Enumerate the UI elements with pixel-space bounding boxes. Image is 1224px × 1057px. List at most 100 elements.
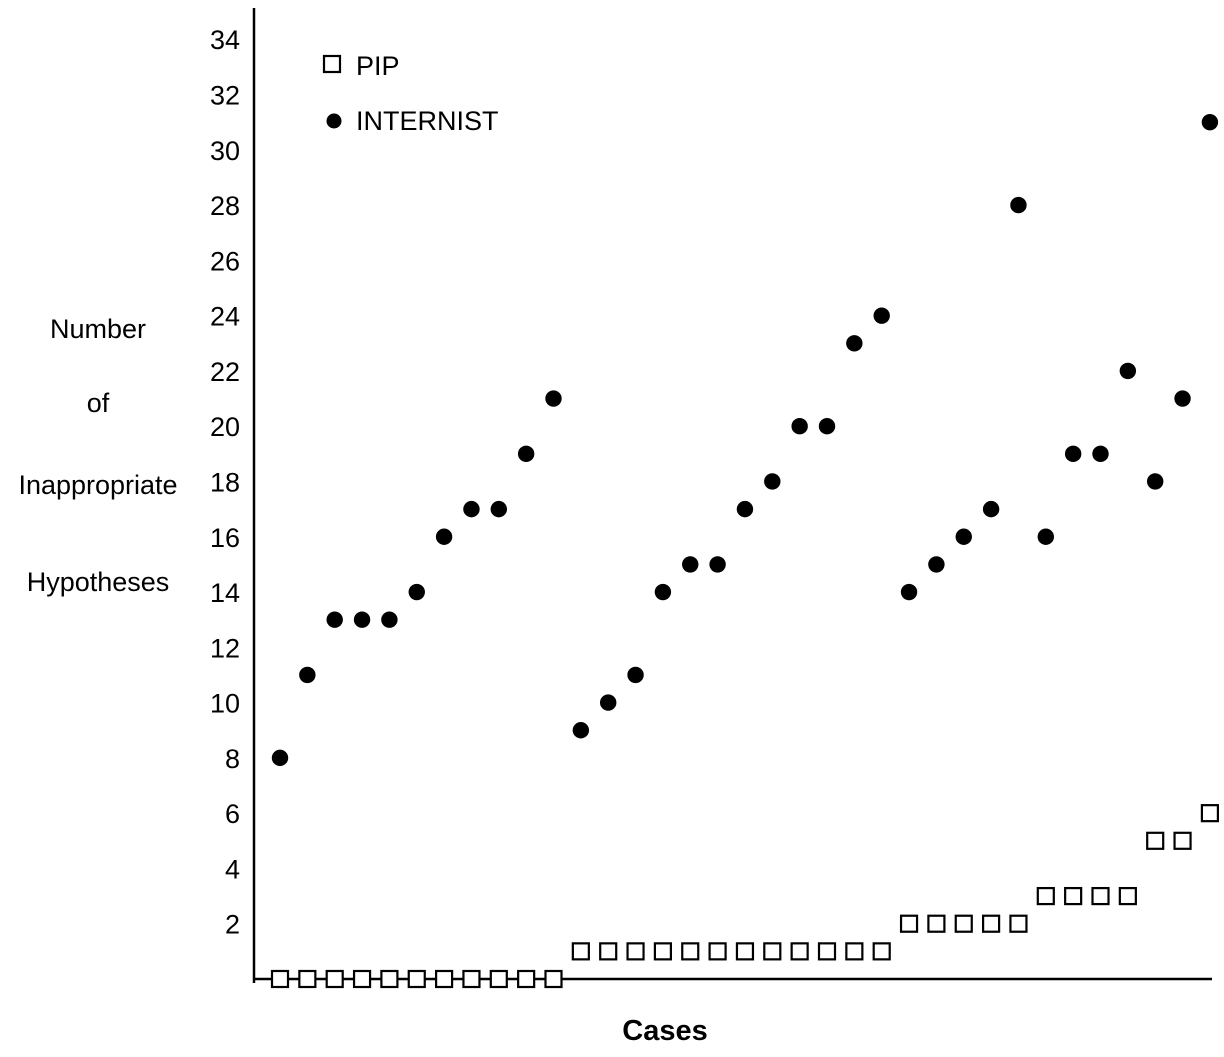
pip-point	[435, 969, 454, 989]
y-tick-label: 8	[225, 744, 240, 774]
legend-internist-label: INTERNIST	[356, 106, 499, 136]
pip-point	[325, 969, 344, 989]
pip-point	[1173, 831, 1192, 850]
y-tick-label: 28	[210, 191, 240, 221]
internist-point	[600, 694, 617, 711]
internist-point	[408, 583, 425, 601]
internist-point	[381, 611, 398, 628]
internist-point	[271, 749, 289, 767]
y-axis-label-line: of	[87, 388, 110, 418]
pip-point	[872, 942, 891, 961]
internist-point	[736, 500, 754, 518]
pip-point	[790, 942, 809, 961]
internist-point	[1010, 196, 1027, 214]
internist-point	[435, 528, 453, 545]
pip-point	[489, 969, 508, 989]
y-tick-label: 14	[210, 578, 240, 608]
y-tick-label: 6	[225, 799, 240, 829]
pip-point	[407, 969, 426, 989]
series-pip	[270, 804, 1220, 989]
internist-point	[955, 528, 972, 545]
pip-point	[352, 969, 372, 989]
internist-point	[1119, 362, 1137, 380]
internist-point	[1064, 445, 1082, 463]
y-tick-label: 32	[210, 81, 240, 111]
pip-point	[1118, 886, 1137, 906]
y-tick-label: 16	[210, 523, 240, 553]
y-axis-label-line: Inappropriate	[18, 470, 177, 500]
internist-point	[627, 666, 644, 684]
pip-point	[1091, 886, 1110, 906]
y-tick-label: 26	[210, 246, 240, 276]
internist-point	[846, 335, 863, 352]
data-points	[270, 113, 1220, 989]
internist-point	[326, 611, 343, 628]
pip-point	[544, 969, 563, 989]
pip-point	[817, 942, 837, 961]
internist-point	[928, 556, 945, 573]
pip-point	[763, 942, 782, 961]
y-tick-label: 22	[210, 357, 240, 387]
internist-point	[682, 556, 699, 573]
y-tick-label: 18	[210, 467, 240, 497]
y-tick-label: 12	[210, 633, 240, 663]
internist-point	[900, 583, 918, 601]
pip-point	[1200, 804, 1220, 823]
internist-point	[545, 390, 562, 407]
pip-point	[1009, 914, 1028, 933]
y-tick-label: 34	[210, 25, 240, 55]
internist-point	[517, 445, 535, 463]
y-tick-label: 24	[210, 302, 240, 332]
pip-point	[653, 942, 673, 961]
pip-point	[1146, 831, 1165, 850]
internist-point	[353, 611, 371, 628]
internist-point	[490, 500, 507, 518]
pip-point	[517, 969, 536, 989]
y-tick-label: 10	[210, 689, 240, 719]
y-axis-label-line: Number	[50, 314, 146, 344]
y-axis-label: Number of Inappropriate Hypotheses	[18, 314, 177, 597]
axes	[252, 8, 1212, 983]
pip-point	[927, 914, 946, 933]
internist-point	[791, 418, 808, 435]
pip-point	[298, 969, 317, 989]
y-axis-label-line: Hypotheses	[27, 567, 170, 597]
pip-point	[380, 969, 399, 989]
pip-point	[1064, 886, 1083, 906]
internist-point	[1037, 528, 1055, 545]
y-tick-label: 30	[210, 136, 240, 166]
pip-point	[954, 914, 973, 933]
internist-point	[873, 307, 890, 324]
internist-point	[1201, 113, 1219, 131]
internist-point	[463, 500, 480, 518]
legend: PIP INTERNIST	[322, 51, 499, 136]
internist-point	[764, 473, 781, 490]
pip-point	[981, 914, 1001, 933]
internist-point	[1092, 445, 1109, 463]
pip-point	[735, 942, 755, 961]
internist-point	[982, 500, 1000, 518]
internist-point	[299, 666, 316, 684]
internist-point	[572, 722, 590, 739]
pip-point	[626, 942, 645, 961]
internist-point	[709, 556, 726, 573]
x-axis-label: Cases	[622, 1015, 707, 1047]
internist-point	[818, 418, 836, 435]
y-tick-label: 4	[225, 854, 240, 884]
legend-pip-marker	[322, 54, 342, 74]
legend-pip-label: PIP	[356, 51, 400, 81]
internist-point	[1174, 390, 1191, 407]
internist-point	[1147, 473, 1164, 490]
pip-point	[270, 969, 290, 989]
pip-point	[571, 942, 590, 961]
pip-point	[462, 969, 481, 989]
y-tick-label: 2	[225, 910, 240, 940]
y-tick-label: 20	[210, 412, 240, 442]
pip-point	[599, 942, 618, 961]
pip-point	[681, 942, 700, 961]
series-internist	[271, 113, 1219, 767]
internist-point	[654, 583, 672, 601]
pip-point	[899, 914, 919, 933]
